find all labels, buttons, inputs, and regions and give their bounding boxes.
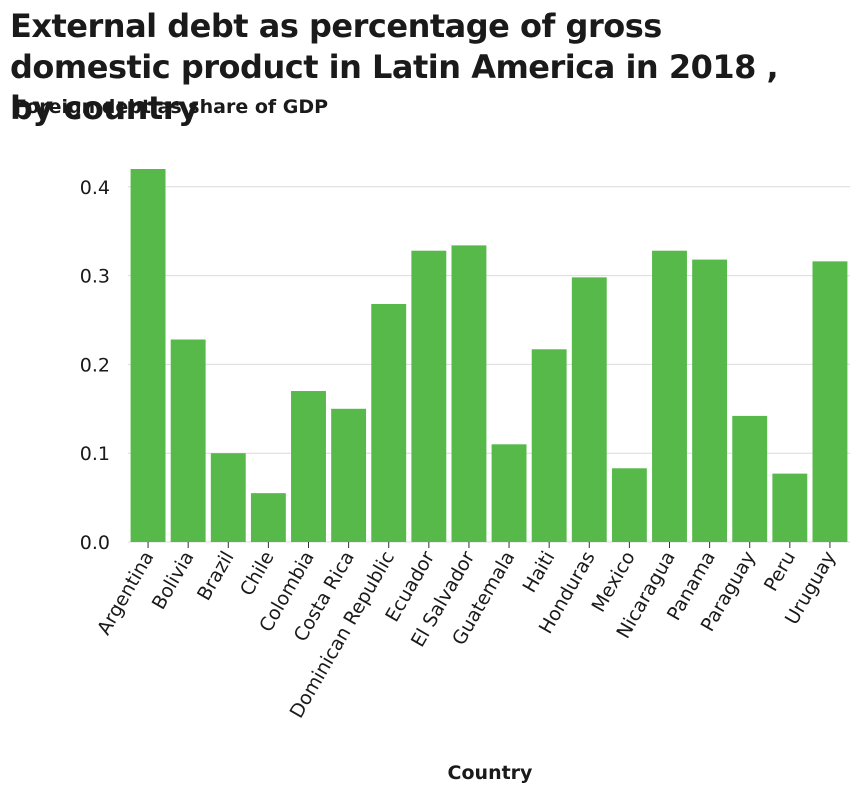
bars <box>130 169 848 542</box>
bar-costa-rica <box>331 408 367 542</box>
bar-el-salvador <box>451 245 487 542</box>
bar-uruguay <box>812 261 848 542</box>
y-axis-ticks: 0.0 0.1 0.2 0.3 0.4 <box>80 177 110 554</box>
bar-peru <box>772 473 808 542</box>
x-tick-label: Peru <box>760 548 800 596</box>
grid-lines <box>128 186 850 543</box>
x-tick-label: Haiti <box>518 548 559 597</box>
x-tick-label: Chile <box>236 548 279 600</box>
chart-title: External debt as percentage of gross dom… <box>10 7 779 127</box>
y-tick-label: 0.1 <box>80 443 110 465</box>
bar-ecuador <box>411 250 447 542</box>
bar-brazil <box>210 453 246 542</box>
bar-chile <box>250 493 286 542</box>
bar-paraguay <box>732 415 768 542</box>
y-tick-label: 0.3 <box>80 266 110 288</box>
bar-argentina <box>130 169 166 542</box>
bar-dominican-republic <box>371 303 407 542</box>
y-tick-label: 0.2 <box>80 354 110 376</box>
y-tick-label: 0.4 <box>80 177 110 199</box>
y-axis-label: Foreign debt as share of GDP <box>14 96 329 118</box>
bar-panama <box>692 259 728 542</box>
bar-colombia <box>291 391 326 542</box>
bar-nicaragua <box>652 250 687 542</box>
bar-mexico <box>611 468 647 542</box>
x-axis-ticks: ArgentinaBoliviaBrazilChileColombiaCosta… <box>93 542 840 722</box>
bar-honduras <box>571 277 607 542</box>
x-tick-label: Argentina <box>93 548 158 639</box>
bar-haiti <box>531 349 567 542</box>
bar-guatemala <box>491 444 527 542</box>
x-axis-label: Country <box>447 762 533 784</box>
x-tick-label: Brazil <box>193 548 239 605</box>
y-tick-label: 0.0 <box>80 532 110 554</box>
bar-bolivia <box>170 339 206 542</box>
